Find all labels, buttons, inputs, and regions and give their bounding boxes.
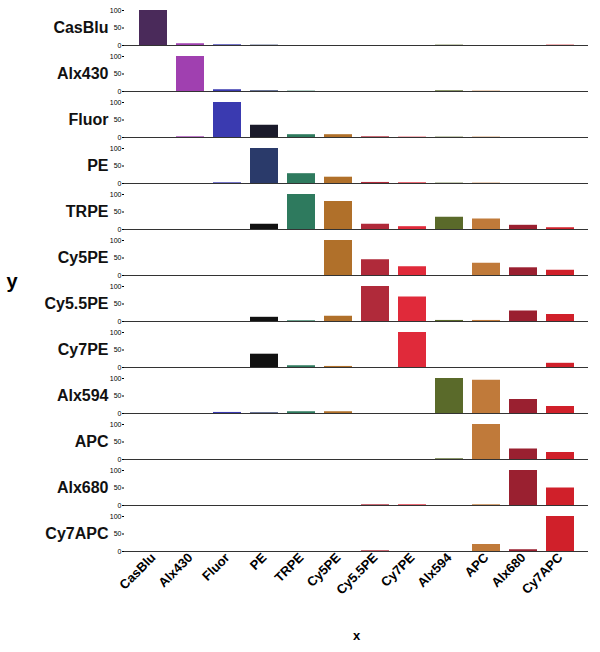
svg-text:100: 100: [110, 99, 122, 106]
svg-text:APC: APC: [75, 433, 109, 450]
svg-text:50: 50: [114, 530, 122, 537]
svg-text:100: 100: [110, 329, 122, 336]
svg-text:Cy5.5PE: Cy5.5PE: [333, 550, 381, 598]
svg-text:0: 0: [118, 364, 122, 371]
svg-text:0: 0: [118, 88, 122, 95]
svg-text:100: 100: [110, 421, 122, 428]
svg-text:Alx680: Alx680: [57, 479, 109, 496]
svg-text:Cy7APC: Cy7APC: [45, 525, 109, 542]
svg-text:50: 50: [114, 484, 122, 491]
svg-text:CasBlu: CasBlu: [53, 19, 108, 36]
svg-text:100: 100: [110, 283, 122, 290]
svg-text:50: 50: [114, 392, 122, 399]
svg-text:Alx594: Alx594: [57, 387, 109, 404]
svg-text:0: 0: [118, 410, 122, 417]
svg-text:50: 50: [114, 70, 122, 77]
svg-text:0: 0: [118, 502, 122, 509]
svg-text:0: 0: [118, 180, 122, 187]
svg-text:100: 100: [110, 53, 122, 60]
svg-text:Fluor: Fluor: [199, 550, 233, 584]
svg-text:50: 50: [114, 254, 122, 261]
svg-text:0: 0: [118, 226, 122, 233]
svg-text:Fluor: Fluor: [69, 111, 109, 128]
svg-text:50: 50: [114, 346, 122, 353]
svg-text:Cy5PE: Cy5PE: [58, 249, 109, 266]
svg-text:100: 100: [110, 191, 122, 198]
svg-text:0: 0: [118, 134, 122, 141]
svg-text:50: 50: [114, 208, 122, 215]
svg-text:Alx430: Alx430: [57, 65, 109, 82]
svg-text:100: 100: [110, 513, 122, 520]
svg-text:PE: PE: [87, 157, 109, 174]
svg-text:Cy5PE: Cy5PE: [303, 550, 344, 590]
svg-text:100: 100: [110, 145, 122, 152]
svg-text:APC: APC: [462, 550, 492, 580]
svg-text:CasBlu: CasBlu: [116, 550, 158, 592]
svg-text:100: 100: [110, 375, 122, 382]
svg-text:100: 100: [110, 467, 122, 474]
svg-text:Cy7PE: Cy7PE: [378, 550, 418, 590]
html-text:y: y: [6, 269, 18, 292]
svg-text:50: 50: [114, 24, 122, 31]
svg-text:0: 0: [118, 272, 122, 279]
svg-text:Cy5.5PE: Cy5.5PE: [44, 295, 108, 312]
svg-text:Alx680: Alx680: [488, 550, 529, 591]
svg-text:Cy7APC: Cy7APC: [519, 550, 566, 597]
svg-text:Alx430: Alx430: [155, 550, 195, 590]
svg-text:TRPE: TRPE: [66, 203, 109, 220]
svg-text:100: 100: [110, 7, 122, 14]
svg-text:TRPE: TRPE: [271, 550, 306, 585]
svg-text:0: 0: [118, 456, 122, 463]
svg-text:50: 50: [114, 438, 122, 445]
svg-text:x: x: [353, 628, 361, 643]
svg-text:Cy7PE: Cy7PE: [58, 341, 109, 358]
svg-text:100: 100: [110, 237, 122, 244]
svg-text:0: 0: [118, 318, 122, 325]
svg-text:50: 50: [114, 116, 122, 123]
svg-text:0: 0: [118, 42, 122, 49]
svg-text:Alx594: Alx594: [414, 549, 455, 590]
svg-text:PE: PE: [247, 550, 270, 573]
svg-text:0: 0: [118, 548, 122, 555]
svg-text:50: 50: [114, 162, 122, 169]
svg-text:50: 50: [114, 300, 122, 307]
